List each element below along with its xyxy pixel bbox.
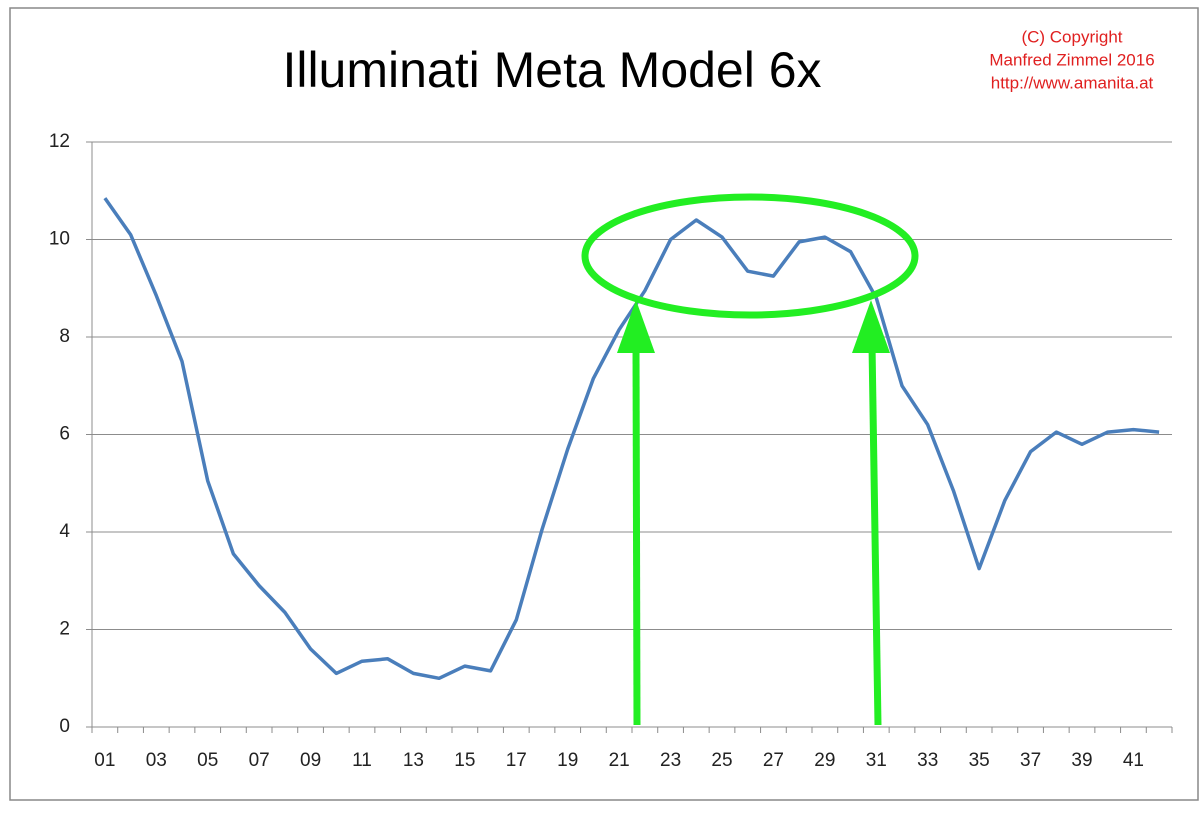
x-tick-label: 33: [917, 750, 938, 771]
x-tick-label: 21: [609, 750, 630, 771]
x-tick-label: 23: [660, 750, 681, 771]
x-tick-label: 41: [1123, 750, 1144, 771]
x-tick-label: 17: [506, 750, 527, 771]
y-tick-label: 8: [59, 326, 70, 347]
line-series: [103, 197, 1160, 681]
x-tick-label: 07: [249, 750, 270, 771]
x-tick-label: 11: [352, 750, 372, 771]
highlight: [581, 193, 919, 726]
y-tick-label: 6: [59, 424, 70, 445]
arrow-shaft: [632, 344, 641, 726]
annotation: (C) Copyright: [1021, 27, 1122, 46]
chart-frame: [9, 7, 1199, 801]
x-tick-label: 05: [197, 750, 218, 771]
x-tick-label: 09: [300, 750, 321, 771]
x-tick-label: 03: [146, 750, 167, 771]
y-tick-label: 0: [59, 716, 70, 737]
highlight-ellipse: [581, 193, 919, 319]
x-tick-label: 27: [763, 750, 784, 771]
y-tick-label: 12: [49, 131, 70, 152]
chart-title: Illuminati Meta Model 6x: [282, 42, 821, 98]
y-tick-label: 10: [49, 229, 70, 250]
x-tick-label: 19: [557, 750, 578, 771]
x-tick-label: 31: [866, 750, 887, 771]
x-tick-label: 15: [454, 750, 475, 771]
y-tick-label: 2: [59, 619, 70, 640]
annotation: http://www.amanita.at: [991, 73, 1154, 92]
arrow-head: [852, 300, 890, 353]
y-tick-label: 4: [59, 521, 70, 542]
arrow-shaft: [868, 344, 882, 726]
x-tick-label: 39: [1071, 750, 1092, 771]
x-tick-label: 25: [711, 750, 732, 771]
arrow-head: [617, 300, 655, 353]
x-tick-label: 13: [403, 750, 424, 771]
x-tick-label: 37: [1020, 750, 1041, 771]
x-tick-label: 29: [814, 750, 835, 771]
x-tick-label: 35: [969, 750, 990, 771]
annotation: Manfred Zimmel 2016: [989, 50, 1154, 69]
x-tick-label: 01: [94, 750, 115, 771]
